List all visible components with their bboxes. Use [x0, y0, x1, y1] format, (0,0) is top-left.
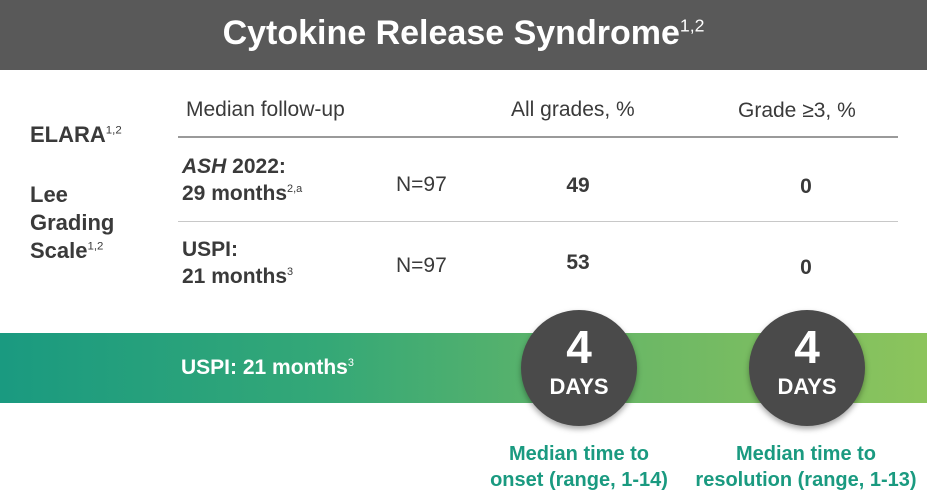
row-ash-study: ASH 2022: 29 months2,a [182, 155, 303, 205]
page-title: Cytokine Release Syndrome1,2 [222, 14, 705, 52]
study-label: ELARA1,2 [30, 122, 122, 147]
resolution-unit: DAYS [777, 374, 837, 399]
onset-caption: Median time to onset (range, 1-14) [490, 443, 668, 491]
header-divider [178, 136, 898, 138]
header-grade3: Grade ≥3, % [738, 99, 856, 122]
row-divider [178, 221, 898, 222]
row-ash-all-grades: 49 [566, 174, 590, 197]
resolution-circle: 4 DAYS [749, 310, 865, 426]
row-uspi-study: USPI: 21 months3 [182, 238, 294, 288]
header-all-grades: All grades, % [511, 98, 635, 121]
row-ash-n: N=97 [396, 173, 447, 196]
title-bar: Cytokine Release Syndrome1,2 [0, 0, 927, 70]
resolution-caption: Median time to resolution (range, 1-13) [695, 443, 917, 491]
row-uspi-grade3: 0 [800, 256, 812, 279]
row-uspi-all-grades: 53 [566, 251, 590, 274]
onset-circle: 4 DAYS [521, 310, 637, 426]
onset-unit: DAYS [549, 374, 609, 399]
band-label: USPI: 21 months3 [181, 356, 354, 379]
onset-value: 4 [566, 321, 592, 373]
row-uspi-n: N=97 [396, 254, 447, 277]
resolution-value: 4 [794, 321, 820, 373]
grading-scale-label: Lee Grading Scale1,2 [30, 182, 115, 263]
header-followup: Median follow-up [186, 98, 345, 121]
row-ash-grade3: 0 [800, 175, 812, 198]
